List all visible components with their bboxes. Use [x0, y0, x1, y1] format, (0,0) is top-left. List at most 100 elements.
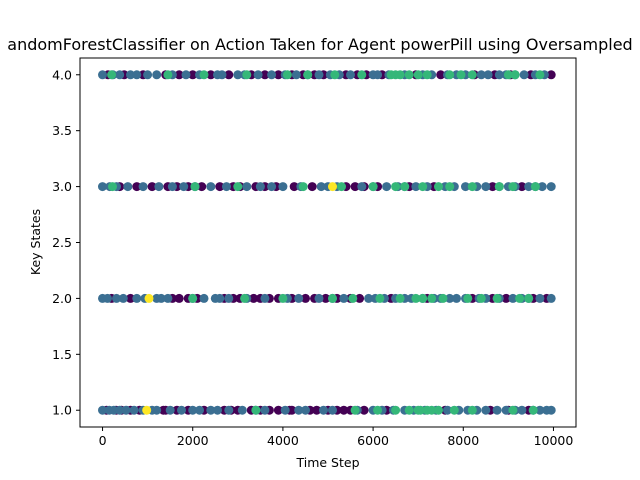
data-point [528, 405, 538, 415]
data-point [467, 405, 477, 415]
data-point [312, 405, 322, 415]
data-point [294, 293, 304, 303]
x-tick-label: 6000 [357, 433, 389, 448]
data-point [443, 405, 452, 415]
data-point [255, 182, 265, 192]
data-point [195, 405, 204, 415]
data-point [163, 70, 173, 80]
data-point [167, 182, 177, 192]
data-point [267, 182, 277, 192]
data-point [395, 70, 405, 80]
data-point [242, 182, 252, 192]
data-point [237, 405, 247, 415]
data-point [445, 70, 455, 80]
x-axis-label: Time Step [295, 455, 359, 470]
data-point [303, 70, 313, 80]
data-point [251, 405, 261, 415]
data-point [132, 70, 142, 80]
data-point [492, 293, 502, 303]
data-point [103, 293, 112, 303]
data-point [373, 70, 383, 80]
data-point [483, 70, 493, 80]
data-point [217, 70, 227, 80]
data-point [188, 70, 198, 80]
data-point [260, 405, 270, 415]
data-point [328, 182, 337, 192]
data-point [463, 293, 473, 303]
data-point [165, 405, 175, 415]
x-tick-label: 2000 [177, 433, 209, 448]
data-point [273, 405, 283, 415]
data-point [314, 70, 324, 80]
data-point [233, 182, 243, 192]
data-point [415, 405, 425, 415]
data-point [126, 70, 135, 80]
data-point [476, 293, 486, 303]
data-point [206, 70, 216, 80]
data-point [339, 293, 349, 303]
points-layer [98, 70, 556, 415]
data-point [382, 182, 392, 192]
data-point [307, 182, 317, 192]
data-point [316, 182, 326, 192]
data-point [278, 293, 288, 303]
data-point [503, 70, 513, 80]
data-point [418, 293, 428, 303]
data-point [108, 182, 117, 192]
data-point [348, 293, 358, 303]
data-point [282, 70, 292, 80]
data-point [112, 293, 121, 303]
data-point [163, 293, 173, 303]
data-point [373, 405, 383, 415]
data-point [395, 293, 405, 303]
data-point [177, 405, 186, 415]
data-point [546, 293, 556, 303]
data-point [391, 405, 401, 415]
data-point [449, 405, 459, 415]
data-point [467, 182, 477, 192]
data-point [123, 182, 133, 192]
data-point [488, 182, 498, 192]
data-point [129, 405, 139, 415]
data-point [188, 405, 198, 415]
data-point [501, 405, 511, 415]
data-point [132, 293, 142, 303]
data-point [546, 182, 556, 192]
data-point [546, 70, 556, 80]
data-point [115, 70, 125, 80]
data-point [411, 182, 421, 192]
data-point [278, 182, 288, 192]
data-point [213, 405, 222, 415]
data-point [156, 293, 166, 303]
data-point [249, 293, 259, 303]
data-point [215, 293, 225, 303]
data-point [294, 405, 304, 415]
data-point [434, 405, 443, 415]
data-point [267, 70, 277, 80]
x-tick-label: 10000 [534, 433, 574, 448]
data-point [535, 405, 545, 415]
data-point [291, 70, 301, 80]
data-point [144, 293, 154, 303]
data-point [546, 405, 556, 415]
data-point [537, 182, 547, 192]
data-point [301, 293, 310, 303]
data-point [98, 70, 107, 80]
data-point [501, 293, 511, 303]
data-point [357, 182, 367, 192]
data-point [260, 70, 270, 80]
y-axis: 1.0 1.5 2.0 2.5 3.0 3.5 4.0 [52, 67, 80, 418]
data-point [147, 182, 157, 192]
data-point [357, 70, 367, 80]
data-point [400, 182, 410, 192]
data-point [199, 70, 209, 80]
data-point [530, 182, 540, 192]
x-tick-label: 8000 [447, 433, 479, 448]
data-point [330, 70, 340, 80]
data-point [242, 70, 252, 80]
data-point [519, 70, 529, 80]
data-point [481, 182, 491, 192]
data-point [339, 405, 349, 415]
data-point [391, 182, 401, 192]
data-point [438, 293, 448, 303]
